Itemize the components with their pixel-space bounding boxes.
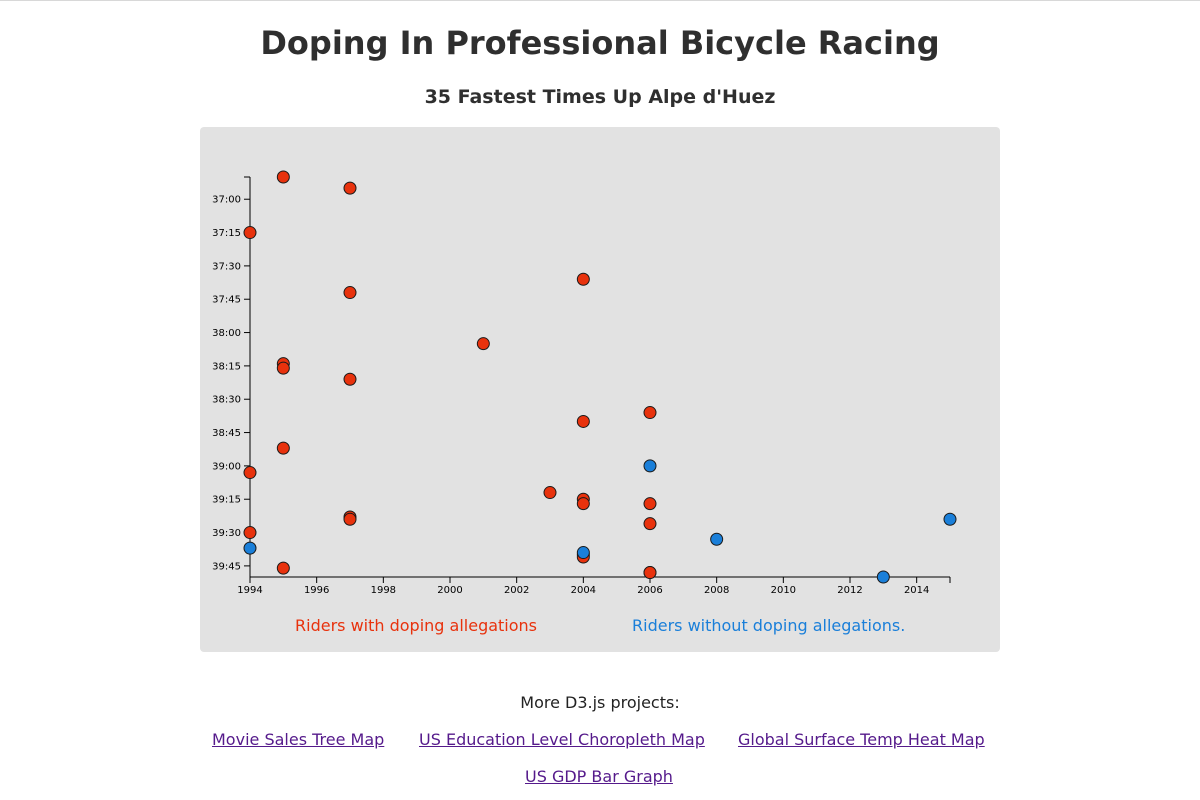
doping-rider-point: [543, 486, 557, 500]
more-projects-heading: More D3.js projects:: [520, 693, 680, 712]
doping-rider-point: [243, 466, 257, 480]
legend-doping-label: Riders with doping allegations: [295, 616, 538, 635]
x-axis: 1994 1996 1998 2000 2002 2004 2006 2008 2010 2012…: [237, 576, 951, 596]
chart-panel: 37:00 37:15 37:30 37:45 38:00 38:15 38:30 38:45…: [200, 127, 1000, 652]
clean-rider-point: [243, 541, 257, 555]
x-tick-label: 1996: [304, 585, 329, 596]
doping-rider-point: [276, 170, 290, 184]
doping-rider-point: [476, 337, 490, 351]
doping-rider-point: [643, 497, 657, 511]
top-divider: [0, 0, 1200, 1]
doping-rider-point: [343, 512, 357, 526]
doping-rider-point: [643, 406, 657, 420]
x-tick-label: 2012: [837, 585, 862, 596]
doping-rider-point: [576, 272, 590, 286]
y-tick-label: 37:30: [212, 261, 241, 272]
link-global-surface-temp-heat-map[interactable]: Global Surface Temp Heat Map: [738, 730, 985, 749]
y-tick-label: 39:00: [212, 461, 241, 472]
x-tick-label: 2014: [904, 585, 929, 596]
legend-clean-label: Riders without doping allegations.: [632, 616, 906, 635]
x-tick-label: 1998: [371, 585, 396, 596]
x-tick-label: 2008: [704, 585, 729, 596]
clean-rider-point: [943, 512, 957, 526]
y-tick-label: 38:45: [212, 428, 241, 439]
link-movie-sales-tree-map[interactable]: Movie Sales Tree Map: [212, 730, 385, 749]
y-axis: 37:00 37:15 37:30 37:45 38:00 38:15 38:30 38:45…: [212, 176, 251, 577]
doping-rider-point: [343, 286, 357, 300]
y-tick-label: 37:00: [212, 195, 241, 206]
y-tick-label: 38:00: [212, 328, 241, 339]
doping-rider-point: [343, 181, 357, 195]
doping-rider-point: [243, 226, 257, 240]
y-tick-label: 39:30: [212, 528, 241, 539]
y-tick-label: 39:45: [212, 561, 241, 572]
doping-rider-point: [576, 497, 590, 511]
doping-rider-point: [276, 441, 290, 455]
doping-rider-point: [576, 414, 590, 428]
doping-rider-point: [276, 361, 290, 375]
page-title: Doping In Professional Bicycle Racing: [260, 24, 940, 62]
x-tick-label: 2006: [637, 585, 662, 596]
clean-rider-point: [643, 459, 657, 473]
x-tick-label: 1994: [237, 585, 262, 596]
link-us-gdp-bar-graph[interactable]: US GDP Bar Graph: [525, 767, 673, 786]
x-tick-label: 2010: [771, 585, 796, 596]
x-tick-label: 2000: [437, 585, 462, 596]
clean-rider-point: [576, 546, 590, 560]
y-tick-label: 38:30: [212, 395, 241, 406]
y-tick-label: 38:15: [212, 361, 241, 372]
x-tick-label: 2004: [571, 585, 596, 596]
clean-rider-point: [876, 570, 890, 584]
doping-rider-point: [343, 372, 357, 386]
doping-rider-point: [643, 517, 657, 531]
y-tick-label: 37:45: [212, 295, 241, 306]
doping-rider-point: [276, 561, 290, 575]
chart-subtitle: 35 Fastest Times Up Alpe d'Huez: [424, 86, 776, 108]
clean-rider-point: [710, 532, 724, 546]
link-us-education-choropleth-map[interactable]: US Education Level Choropleth Map: [419, 730, 705, 749]
y-tick-label: 39:15: [212, 495, 241, 506]
doping-rider-point: [243, 526, 257, 540]
doping-rider-point: [643, 566, 657, 580]
x-tick-label: 2002: [504, 585, 529, 596]
scatter-chart: 37:00 37:15 37:30 37:45 38:00 38:15 38:30 38:45…: [212, 170, 957, 596]
y-tick-label: 37:15: [212, 228, 241, 239]
data-points: [243, 170, 957, 584]
